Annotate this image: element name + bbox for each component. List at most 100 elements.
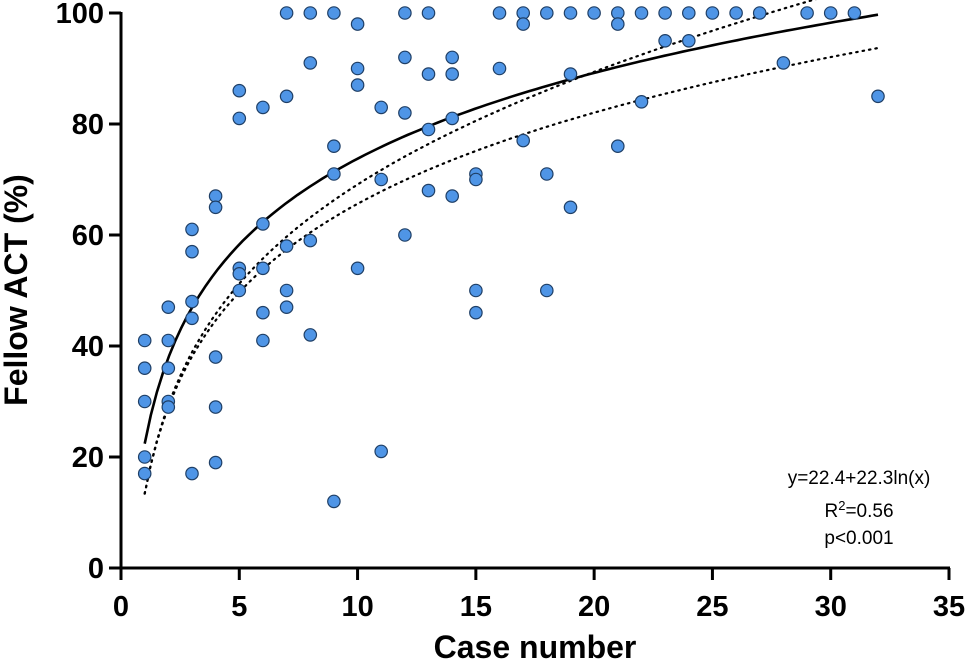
data-point [303, 56, 318, 70]
data-point [445, 189, 459, 203]
fit-line [143, 13, 879, 444]
data-point [445, 111, 459, 126]
data-point [469, 172, 483, 187]
r-squared-value: =0.56 [845, 501, 893, 522]
fit-annotation: y=22.4+22.3ln(x) R2=0.56 p<0.001 [788, 468, 931, 549]
data-point [232, 111, 247, 126]
x-tick-label: 35 [933, 591, 965, 623]
data-point [492, 6, 507, 20]
data-point [516, 133, 530, 148]
x-tick-label: 15 [460, 591, 492, 623]
data-point [421, 67, 436, 81]
data-point [185, 244, 199, 259]
data-point [232, 266, 247, 281]
data-point [634, 6, 649, 20]
data-point [208, 400, 223, 414]
data-point [563, 6, 578, 20]
data-point [327, 139, 341, 153]
data-point [232, 83, 247, 98]
data-point [208, 200, 223, 215]
data-point [421, 6, 436, 20]
r-squared-label: R2=0.56 [824, 498, 893, 523]
data-point [137, 361, 152, 375]
data-point [161, 300, 176, 314]
y-tick-label: 20 [72, 442, 104, 474]
data-point [303, 233, 318, 248]
equation-label: y=22.4+22.3ln(x) [788, 468, 931, 489]
data-point [469, 305, 483, 320]
x-tick-label: 25 [696, 591, 728, 623]
x-tick-label: 20 [578, 591, 610, 623]
fit-layer [143, 0, 880, 495]
data-point [421, 122, 436, 137]
data-point [279, 89, 294, 104]
data-point [374, 172, 388, 187]
data-point [256, 305, 270, 320]
data-point [137, 466, 152, 481]
data-point [421, 183, 436, 198]
data-point [185, 466, 199, 481]
data-point [185, 311, 199, 326]
x-tick-label: 0 [113, 591, 129, 623]
data-point [374, 444, 388, 459]
data-point [539, 6, 554, 20]
data-point [729, 6, 743, 20]
data-point [776, 56, 791, 70]
data-point [539, 283, 554, 298]
data-point [398, 106, 412, 120]
r-squared-prefix: R [824, 501, 838, 522]
data-point [185, 294, 199, 309]
data-point [327, 6, 341, 20]
data-point [232, 283, 247, 298]
data-point [279, 239, 294, 253]
data-point [279, 6, 294, 20]
r-squared-superscript: 2 [838, 498, 845, 513]
y-axis-title: Fellow ACT (%) [0, 174, 34, 406]
data-point [469, 283, 483, 298]
data-point [398, 228, 412, 242]
data-point [398, 50, 412, 65]
data-point [587, 6, 601, 20]
data-point [208, 455, 223, 470]
data-point [350, 78, 365, 92]
data-point [445, 50, 459, 65]
y-tick-label: 0 [88, 553, 104, 585]
upper-confidence-band [143, 0, 817, 495]
data-point [137, 333, 152, 348]
data-point [610, 139, 625, 153]
data-point [303, 328, 318, 342]
y-tick-label: 100 [56, 0, 104, 30]
data-point [681, 33, 696, 48]
data-point [256, 333, 270, 348]
data-point [137, 394, 152, 409]
data-point [705, 6, 720, 20]
data-point [658, 6, 672, 20]
data-point [445, 67, 459, 81]
data-point [516, 17, 530, 31]
data-point [492, 61, 507, 76]
data-point [374, 100, 388, 115]
data-point [137, 450, 152, 464]
data-point [208, 350, 223, 364]
data-point [256, 217, 270, 231]
data-point [634, 95, 649, 109]
data-point [303, 6, 318, 20]
data-point [563, 67, 578, 81]
points-layer [137, 6, 885, 509]
data-point [279, 300, 294, 314]
x-tick-label: 5 [231, 591, 247, 623]
data-point [847, 6, 862, 20]
data-point [350, 17, 365, 31]
data-point [539, 167, 554, 181]
data-point [256, 100, 270, 115]
data-point [327, 494, 341, 509]
ticks-layer: 0 5 10 15 20 25 30 35 0 20 40 60 80 100 [56, 0, 966, 623]
data-point [161, 400, 176, 414]
data-point [752, 6, 767, 20]
y-tick-label: 60 [72, 220, 104, 252]
x-tick-label: 10 [341, 591, 373, 623]
data-point [279, 283, 294, 298]
data-point [208, 189, 223, 203]
data-point [610, 17, 625, 31]
